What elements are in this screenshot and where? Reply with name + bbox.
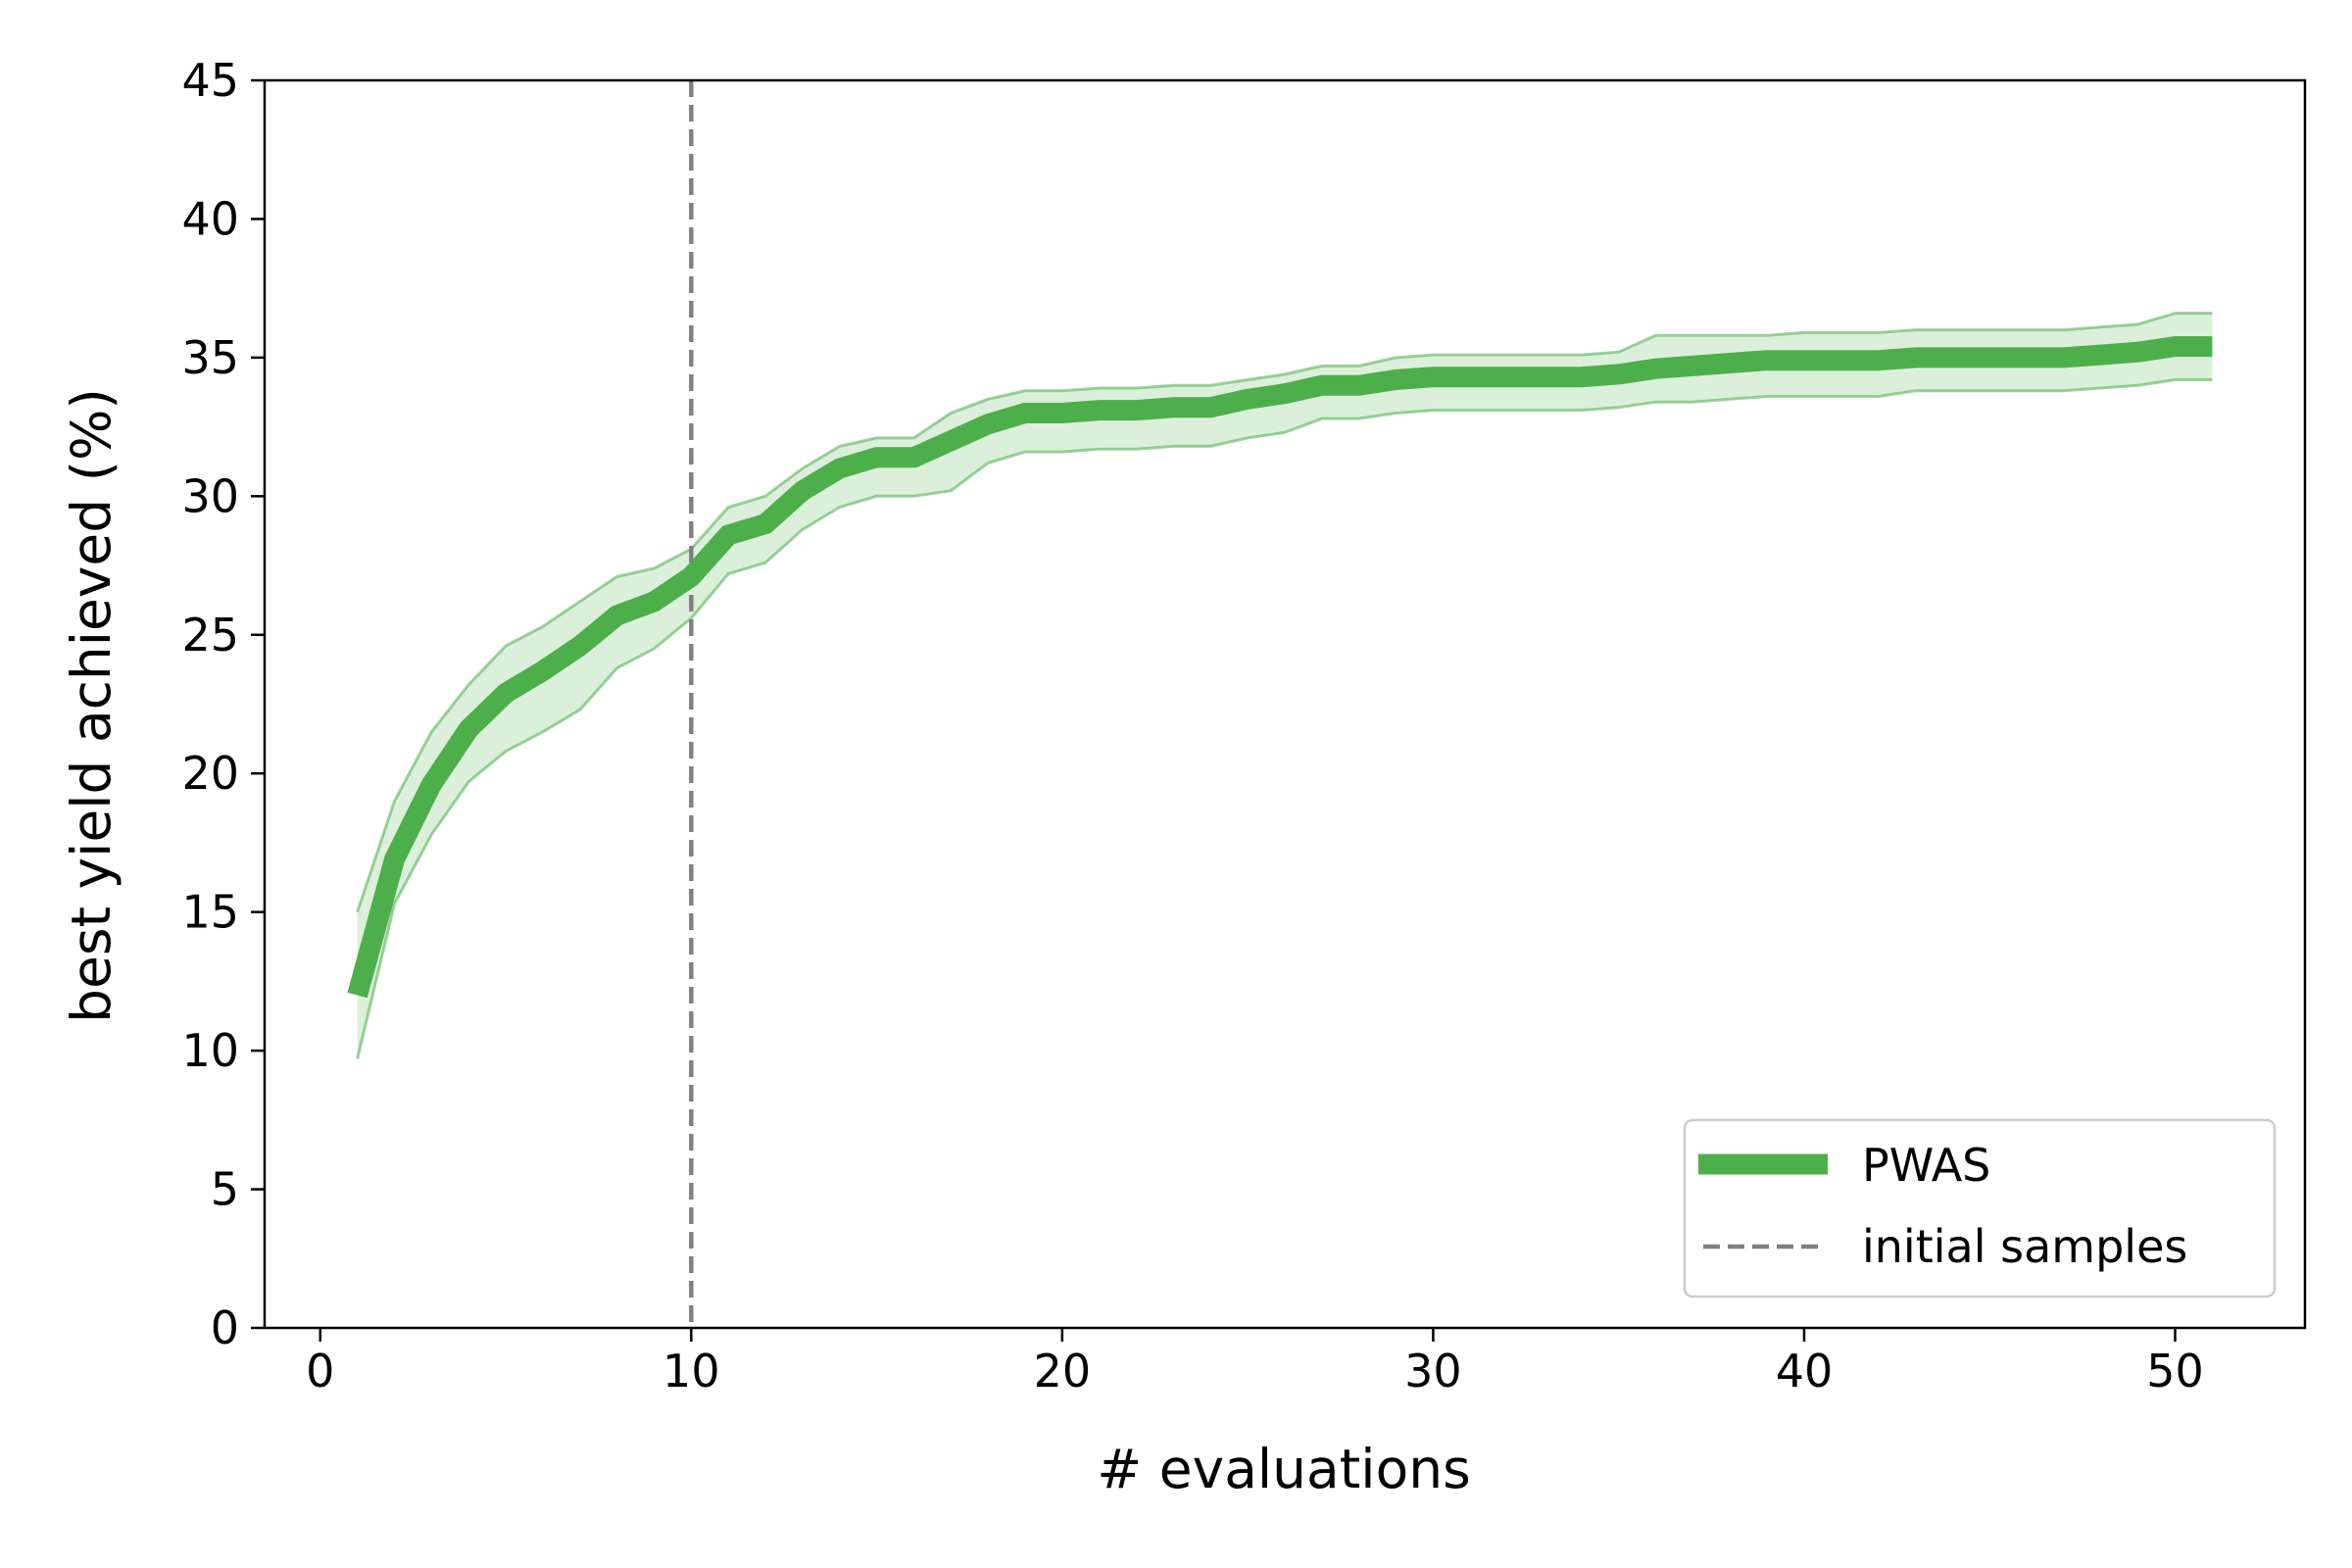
y-tick-label: 0 (211, 1301, 239, 1354)
y-tick-label: 20 (181, 747, 239, 800)
x-axis: 0 10 20 30 40 50 (306, 1328, 2204, 1397)
y-tick-label: 25 (181, 609, 239, 662)
y-axis-label: best yield achieved (%) (60, 388, 122, 1023)
x-tick-label: 0 (306, 1345, 334, 1397)
y-tick-label: 15 (181, 886, 239, 939)
legend-label-initial-samples: initial samples (1862, 1220, 2187, 1273)
y-tick-label: 30 (181, 469, 239, 522)
confidence-band-lower-edge (356, 378, 2213, 1059)
x-axis-label: # evaluations (1097, 1438, 1471, 1500)
x-tick-label: 20 (1034, 1345, 1092, 1397)
legend: PWAS initial samples (1683, 1118, 2277, 1298)
y-tick-label: 40 (181, 192, 239, 245)
x-tick-label: 10 (662, 1345, 720, 1397)
legend-box (1683, 1118, 2277, 1298)
plot-area (347, 80, 2213, 1328)
y-tick-label: 35 (181, 331, 239, 384)
x-tick-label: 40 (1776, 1345, 1834, 1397)
series-line-pwas (347, 336, 2213, 999)
y-tick-label: 10 (181, 1024, 239, 1077)
x-tick-label: 30 (1404, 1345, 1462, 1397)
y-tick-label: 45 (181, 54, 239, 107)
x-tick-label: 50 (2146, 1345, 2204, 1397)
y-tick-label: 5 (211, 1163, 239, 1216)
y-axis: 0 5 10 15 20 25 30 35 40 45 (181, 54, 265, 1354)
confidence-band-upper-edge (356, 312, 2213, 913)
legend-label-pwas: PWAS (1862, 1139, 1990, 1192)
axes-frame (263, 78, 2307, 1330)
confidence-band (357, 313, 2213, 1059)
